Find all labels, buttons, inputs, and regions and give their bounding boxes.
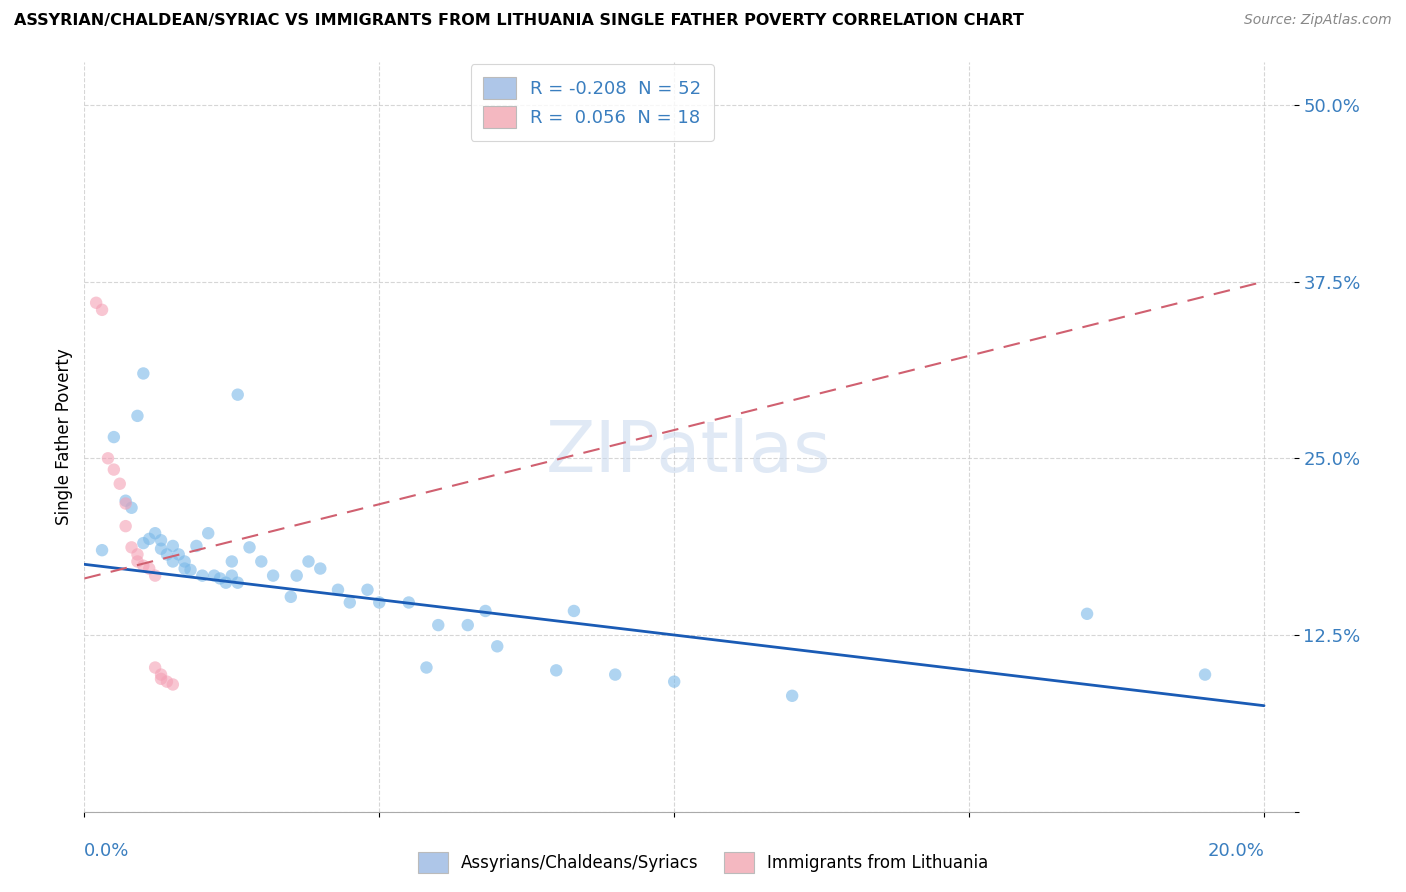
Point: [162, 539, 184, 553]
Point: [415, 660, 437, 674]
Point: [486, 640, 509, 654]
Point: [186, 539, 208, 553]
Point: [474, 604, 496, 618]
Point: [191, 568, 214, 582]
Point: [150, 672, 173, 686]
Point: [780, 689, 803, 703]
Point: [250, 554, 273, 568]
Point: [1194, 667, 1216, 681]
Point: [664, 674, 686, 689]
Point: [97, 451, 120, 466]
Point: [339, 595, 361, 609]
Point: [326, 582, 349, 597]
Point: [546, 664, 568, 678]
Point: [91, 302, 114, 317]
Text: Source: ZipAtlas.com: Source: ZipAtlas.com: [1244, 13, 1392, 28]
Point: [280, 590, 302, 604]
Point: [162, 554, 184, 568]
Point: [127, 409, 149, 423]
Point: [1076, 607, 1098, 621]
Point: [114, 496, 136, 510]
Point: [114, 519, 136, 533]
Point: [238, 541, 260, 555]
Point: [427, 618, 450, 632]
Point: [197, 526, 219, 541]
Point: [156, 674, 179, 689]
Point: [605, 667, 627, 681]
Text: 0.0%: 0.0%: [84, 842, 129, 860]
Point: [208, 571, 231, 585]
Point: [221, 568, 243, 582]
Point: [368, 595, 391, 609]
Point: [173, 561, 195, 575]
Text: 20.0%: 20.0%: [1208, 842, 1264, 860]
Point: [457, 618, 479, 632]
Point: [143, 660, 166, 674]
Point: [221, 554, 243, 568]
Point: [121, 541, 143, 555]
Point: [103, 462, 125, 476]
Point: [297, 554, 319, 568]
Point: [143, 526, 166, 541]
Point: [132, 367, 155, 381]
Point: [91, 543, 114, 558]
Point: [103, 430, 125, 444]
Point: [309, 561, 332, 575]
Point: [132, 558, 155, 573]
Point: [226, 387, 249, 401]
Point: [180, 563, 202, 577]
Point: [121, 500, 143, 515]
Text: ASSYRIAN/CHALDEAN/SYRIAC VS IMMIGRANTS FROM LITHUANIA SINGLE FATHER POVERTY CORR: ASSYRIAN/CHALDEAN/SYRIAC VS IMMIGRANTS F…: [14, 13, 1024, 29]
Point: [127, 548, 149, 562]
Point: [562, 604, 585, 618]
Point: [127, 554, 149, 568]
Point: [132, 536, 155, 550]
Point: [114, 493, 136, 508]
Point: [150, 541, 173, 556]
Point: [215, 575, 238, 590]
Point: [143, 568, 166, 582]
Legend: R = -0.208  N = 52, R =  0.056  N = 18: R = -0.208 N = 52, R = 0.056 N = 18: [471, 64, 714, 141]
Point: [138, 532, 160, 546]
Point: [162, 677, 184, 691]
Legend: Assyrians/Chaldeans/Syriacs, Immigrants from Lithuania: Assyrians/Chaldeans/Syriacs, Immigrants …: [411, 846, 995, 880]
Point: [167, 548, 190, 562]
Point: [226, 575, 249, 590]
Point: [173, 554, 195, 568]
Point: [150, 533, 173, 548]
Point: [285, 568, 308, 582]
Point: [262, 568, 284, 582]
Point: [84, 295, 107, 310]
Point: [356, 582, 378, 597]
Point: [138, 561, 160, 575]
Point: [202, 568, 225, 582]
Text: ZIPatlas: ZIPatlas: [546, 417, 832, 486]
Point: [150, 667, 173, 681]
Point: [398, 595, 420, 609]
Y-axis label: Single Father Poverty: Single Father Poverty: [55, 349, 73, 525]
Point: [156, 548, 179, 562]
Point: [108, 476, 131, 491]
